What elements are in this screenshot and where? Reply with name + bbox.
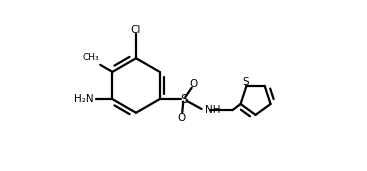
Text: S: S [180, 93, 188, 106]
Text: O: O [177, 113, 186, 123]
Text: O: O [190, 79, 198, 89]
Text: CH₃: CH₃ [83, 53, 99, 62]
Text: H₂N: H₂N [74, 94, 94, 104]
Text: NH: NH [205, 105, 221, 115]
Text: S: S [243, 77, 249, 87]
Text: Cl: Cl [131, 25, 141, 35]
